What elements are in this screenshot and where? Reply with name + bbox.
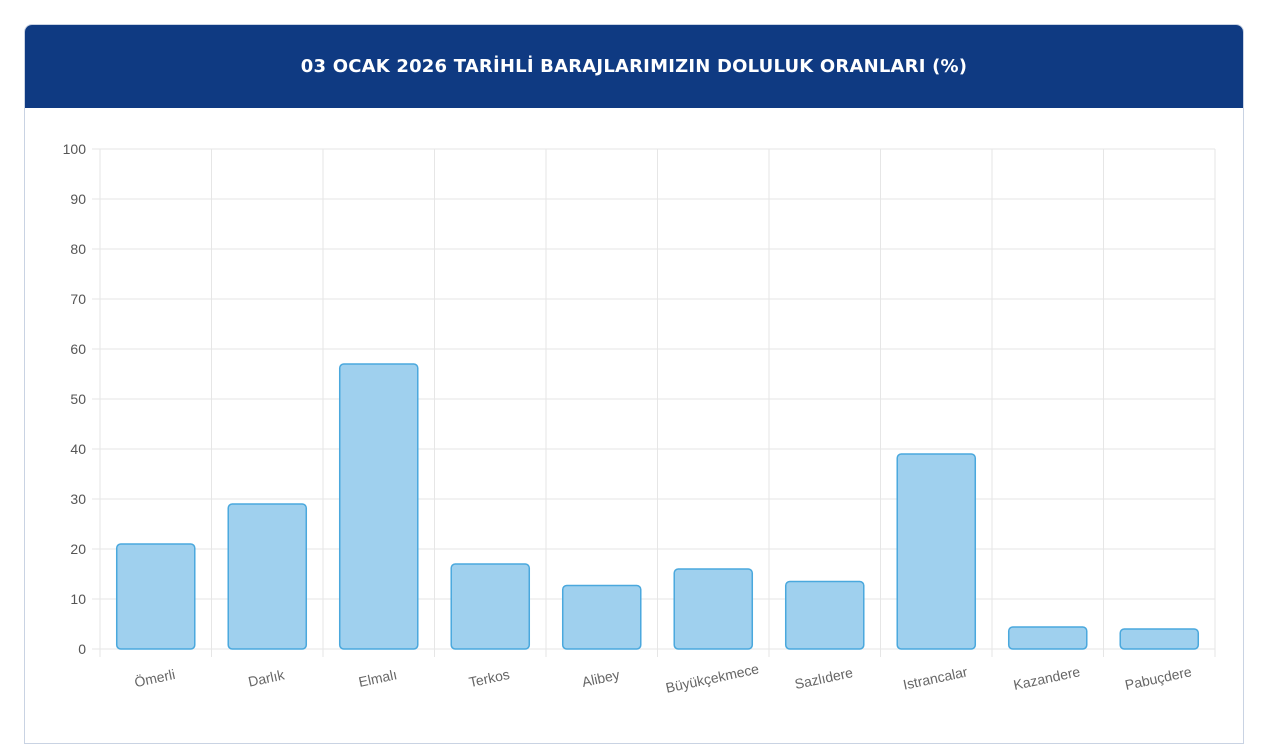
- bar-terkos: [450, 563, 531, 650]
- y-tick-label: 10: [70, 591, 86, 607]
- x-tick-label: Ömerli: [133, 665, 177, 690]
- x-tick-label: Elmalı: [357, 666, 398, 690]
- x-tick-label: Terkos: [467, 666, 511, 690]
- bar-pabuçdere: [1119, 628, 1200, 650]
- y-tick-label: 50: [70, 391, 86, 407]
- y-tick-label: 80: [70, 241, 86, 257]
- bar-ömerli: [115, 543, 196, 650]
- y-tick-label: 20: [70, 541, 86, 557]
- y-tick-label: 30: [70, 491, 86, 507]
- bar-chart: 0 10 20 30 40 50 60 70 80 90 100 Ömerli Darlık Elmalı…: [63, 141, 1216, 696]
- y-tick-label: 60: [70, 341, 86, 357]
- bar-sazlıdere: [784, 580, 865, 650]
- x-tick-label: Alibey: [580, 666, 621, 690]
- chart-header: 03 OCAK 2026 TARİHLİ BARAJLARIMIZIN DOLU…: [25, 25, 1243, 108]
- bar-elmalı: [338, 363, 419, 650]
- y-tick-label: 100: [63, 141, 87, 157]
- x-tick-label: Istrancalar: [902, 663, 970, 692]
- x-tick-label: Sazlıdere: [793, 664, 854, 692]
- x-tick-label: Darlık: [247, 666, 287, 689]
- y-tick-label: 90: [70, 191, 86, 207]
- bar-alibey: [561, 584, 642, 650]
- x-tick-label: Kazandere: [1012, 663, 1082, 693]
- bar-istrancalar: [896, 453, 977, 650]
- bar-kazandere: [1007, 626, 1088, 650]
- y-tick-label: 70: [70, 291, 86, 307]
- y-tick-label: 40: [70, 441, 86, 457]
- y-tick-label: 0: [78, 641, 86, 657]
- chart-title: 03 OCAK 2026 TARİHLİ BARAJLARIMIZIN DOLU…: [300, 56, 968, 77]
- x-tick-label: Pabuçdere: [1123, 663, 1193, 693]
- bar-büyükçekmece: [673, 568, 754, 650]
- bar-darlık: [227, 503, 308, 650]
- x-tick-label: Büyükçekmece: [664, 660, 760, 695]
